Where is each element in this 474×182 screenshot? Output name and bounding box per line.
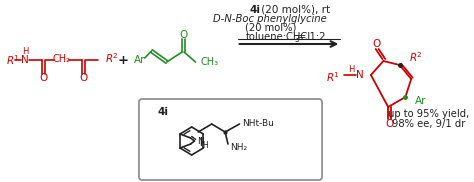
Text: 98% ee, 9/1 dr: 98% ee, 9/1 dr (392, 119, 465, 129)
Text: $R^2$: $R^2$ (409, 50, 423, 64)
Text: O: O (39, 73, 47, 83)
Text: Ar: Ar (134, 55, 146, 65)
Text: O: O (179, 30, 187, 40)
Text: O: O (385, 119, 393, 129)
Text: N: N (21, 55, 29, 65)
Text: $R^1$: $R^1$ (326, 70, 340, 84)
FancyBboxPatch shape (139, 99, 322, 180)
Text: N: N (197, 136, 204, 145)
Text: NHt-Bu: NHt-Bu (242, 118, 274, 128)
Text: +: + (117, 54, 128, 66)
Text: up to 95% yield,: up to 95% yield, (388, 109, 469, 119)
Text: (20 mol%): (20 mol%) (245, 23, 296, 33)
Text: H: H (348, 66, 355, 74)
Text: H: H (202, 141, 208, 151)
Text: = 1:2: = 1:2 (298, 32, 326, 42)
Text: (20 mol%), rt: (20 mol%), rt (258, 5, 330, 15)
Text: $R^1$: $R^1$ (6, 53, 20, 67)
Text: O: O (373, 39, 381, 49)
Text: N: N (356, 70, 363, 80)
Text: D-N-Boc phenylglycine: D-N-Boc phenylglycine (213, 14, 327, 24)
Text: 3: 3 (294, 35, 299, 45)
Text: CH₃: CH₃ (201, 57, 219, 67)
Text: 4i: 4i (157, 107, 168, 117)
Text: toluene:CHCl: toluene:CHCl (246, 32, 310, 42)
Text: O: O (79, 73, 88, 83)
Text: NH₂: NH₂ (230, 143, 247, 153)
Text: CH₂: CH₂ (52, 54, 70, 64)
Text: 4i: 4i (249, 5, 260, 15)
Text: Ar: Ar (415, 96, 427, 106)
Text: H: H (22, 48, 28, 56)
Text: $R^2$: $R^2$ (105, 51, 119, 65)
